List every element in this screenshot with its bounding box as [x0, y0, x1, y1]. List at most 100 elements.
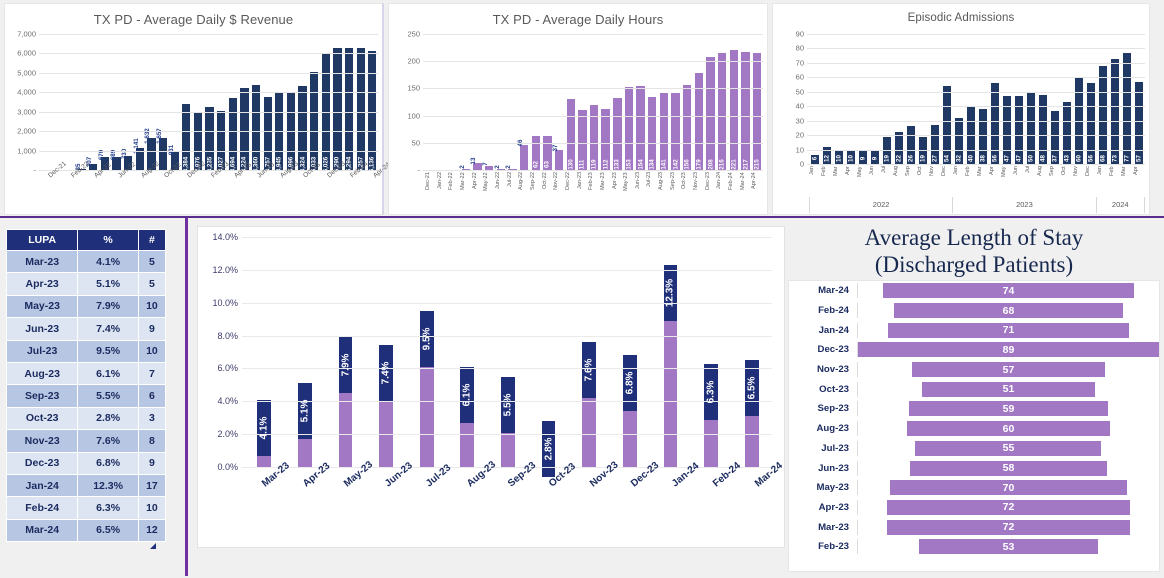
y-tick-label: 0.0%: [217, 462, 238, 472]
alos-value-label: 71: [1002, 324, 1015, 337]
bar: 6.3%: [704, 363, 718, 467]
alos-track: 74: [857, 283, 1159, 299]
chart-title-hours: TX PD - Average Daily Hours: [492, 12, 664, 27]
bar-column: 40: [965, 34, 977, 164]
x-tick-label: Oct-22: [541, 172, 548, 189]
vertical-divider: [185, 218, 188, 576]
bar: 153: [624, 86, 634, 170]
chart-panel-hours[interactable]: TX PD - Average Daily Hours - 50 100 150 200…: [388, 3, 768, 215]
bar-value-label: 6.1%: [461, 383, 473, 407]
gridline: [242, 335, 772, 337]
bar-value-label: 57: [1135, 155, 1143, 162]
bar: 10: [846, 149, 856, 164]
table-cell-month: Jul-23: [5, 339, 79, 363]
table-row[interactable]: Nov-23 7.6% 8: [5, 429, 167, 453]
table-row[interactable]: Mar-23 4.1% 5: [5, 249, 167, 274]
x-tick-label: Nov: [1073, 166, 1079, 176]
bar-column: 111: [577, 34, 589, 170]
alos-track: 60: [857, 421, 1159, 437]
bar-column: 37: [1049, 34, 1061, 164]
bar-label-box: 2.8%: [541, 421, 556, 477]
table-cell-count: 10: [137, 496, 167, 520]
bar: 12.3%: [663, 264, 678, 467]
table-cell-count: 5: [137, 249, 167, 274]
chart-panel-admissions[interactable]: Episodic Admissions 0 10 20 30 40 50 60 70 80 90 …: [772, 3, 1150, 215]
bar: 670: [98, 150, 110, 170]
bar: 6,026: [321, 52, 330, 172]
x-tick-label: Apr-22: [471, 172, 478, 189]
bar-column: 19: [881, 34, 893, 164]
bar-value-label: 19: [883, 155, 891, 162]
bar: 4,324: [298, 86, 307, 172]
bar-column: [448, 34, 460, 170]
x-tick-label: Mar-23: [599, 172, 606, 190]
bar-value-label: 62: [532, 161, 540, 168]
table-cell-count: 5: [137, 272, 167, 296]
x-tick-label: Apr-24: [751, 172, 758, 189]
table-cell-month: Mar-24: [5, 518, 79, 543]
chart-title-revenue: TX PD - Average Daily $ Revenue: [93, 12, 294, 27]
bar: 112: [601, 109, 610, 170]
table-row[interactable]: Mar-24 6.5% 12: [5, 518, 167, 543]
plot-area-lupa: 0.0% 2.0% 4.0% 6.0% 8.0% 10.0% 12.0% 14.0% 4.1%…: [198, 232, 778, 477]
alos-month-label: Jan-24: [818, 324, 849, 336]
bar: 43: [1062, 101, 1072, 164]
table-row[interactable]: Dec-23 6.8% 9: [5, 451, 167, 475]
x-tick-label: Mar: [1121, 166, 1127, 176]
table-row[interactable]: Apr-23 5.1% 5: [5, 272, 167, 296]
x-tick-label: May-22: [483, 172, 490, 191]
bar-value-label: 7: [482, 162, 490, 166]
gridline: [39, 72, 378, 74]
table-cell-month: Oct-23: [5, 406, 79, 431]
x-tick-label: Feb: [821, 166, 827, 176]
alos-bar: 74: [883, 283, 1134, 299]
gridline: [242, 401, 772, 403]
bar-column: 2: [505, 34, 519, 170]
table-row[interactable]: Jun-23 7.4% 9: [5, 317, 167, 341]
bar-column: 6.5%: [731, 237, 772, 467]
chart-panel-revenue[interactable]: TX PD - Average Daily $ Revenue - 1,000 2,…: [4, 3, 392, 215]
bar-value-label: 2: [458, 165, 466, 169]
table-row[interactable]: Sep-23 5.5% 6: [5, 384, 167, 408]
y-axis-hours: - 50 100 150 200 250: [389, 30, 423, 175]
chart-panel-lupa[interactable]: 0.0% 2.0% 4.0% 6.0% 8.0% 10.0% 12.0% 14.0% 4.1%…: [197, 226, 785, 548]
bar-column: 112: [600, 34, 612, 170]
lupa-table[interactable]: LUPA % # Mar-23 4.1% 5 Apr-23 5.1% 5 May-23 7.9…: [5, 229, 167, 543]
bar-column: 216: [716, 34, 728, 170]
x-tick-label: Jun: [1013, 166, 1019, 176]
x-axis-lupa: Mar-23 Apr-23 May-23 Jun-23 Jul-23 Aug-23 Sep-…: [244, 459, 785, 539]
table-resize-handle[interactable]: [150, 543, 156, 549]
y-tick-label: 200: [407, 56, 420, 66]
chart-title-admissions: Episodic Admissions: [907, 12, 1015, 24]
table-row[interactable]: Jan-24 12.3% 17: [5, 473, 167, 498]
table-row[interactable]: Feb-24 6.3% 10: [5, 496, 167, 520]
gridline: [39, 150, 378, 152]
bar: 6,136: [368, 50, 377, 172]
gridline: [39, 53, 378, 55]
x-tick-label: Feb-23: [588, 172, 595, 190]
table-row[interactable]: May-23 7.9% 10: [5, 294, 167, 319]
bar-column: 3,694: [227, 34, 239, 172]
bar-value-label: 179: [695, 159, 703, 170]
bar: 62: [531, 136, 540, 170]
table-cell-count: 6: [137, 384, 167, 408]
bar-column: 56: [989, 34, 1001, 164]
x-tick-label: Jan-23: [576, 172, 583, 190]
chart-panel-alos[interactable]: Mar-24 74 Feb-24 68 Jan-24 71 Dec-23 89 Nov-23 57…: [788, 280, 1160, 572]
gridline: [807, 91, 1145, 93]
bar-column: 68: [1097, 34, 1109, 164]
x-tick-label: Dec-22: [564, 172, 571, 191]
bar-column: 9.5%: [406, 237, 447, 467]
x-tick-label: Dec-21: [425, 172, 431, 191]
bar: 54: [942, 86, 952, 164]
y-axis-lupa: 0.0% 2.0% 4.0% 6.0% 8.0% 10.0% 12.0% 14.0%: [198, 232, 242, 472]
table-cell-count: 10: [137, 294, 167, 319]
table-row[interactable]: Jul-23 9.5% 10: [5, 339, 167, 363]
table-row[interactable]: Aug-23 6.1% 7: [5, 361, 167, 386]
table-cell-percent: 7.9%: [77, 294, 139, 319]
table-row[interactable]: Oct-23 2.8% 3: [5, 406, 167, 431]
gridline: [242, 269, 772, 271]
x-tick-label: Aug-23: [658, 172, 665, 191]
bar-column: 7.6%: [569, 237, 610, 467]
